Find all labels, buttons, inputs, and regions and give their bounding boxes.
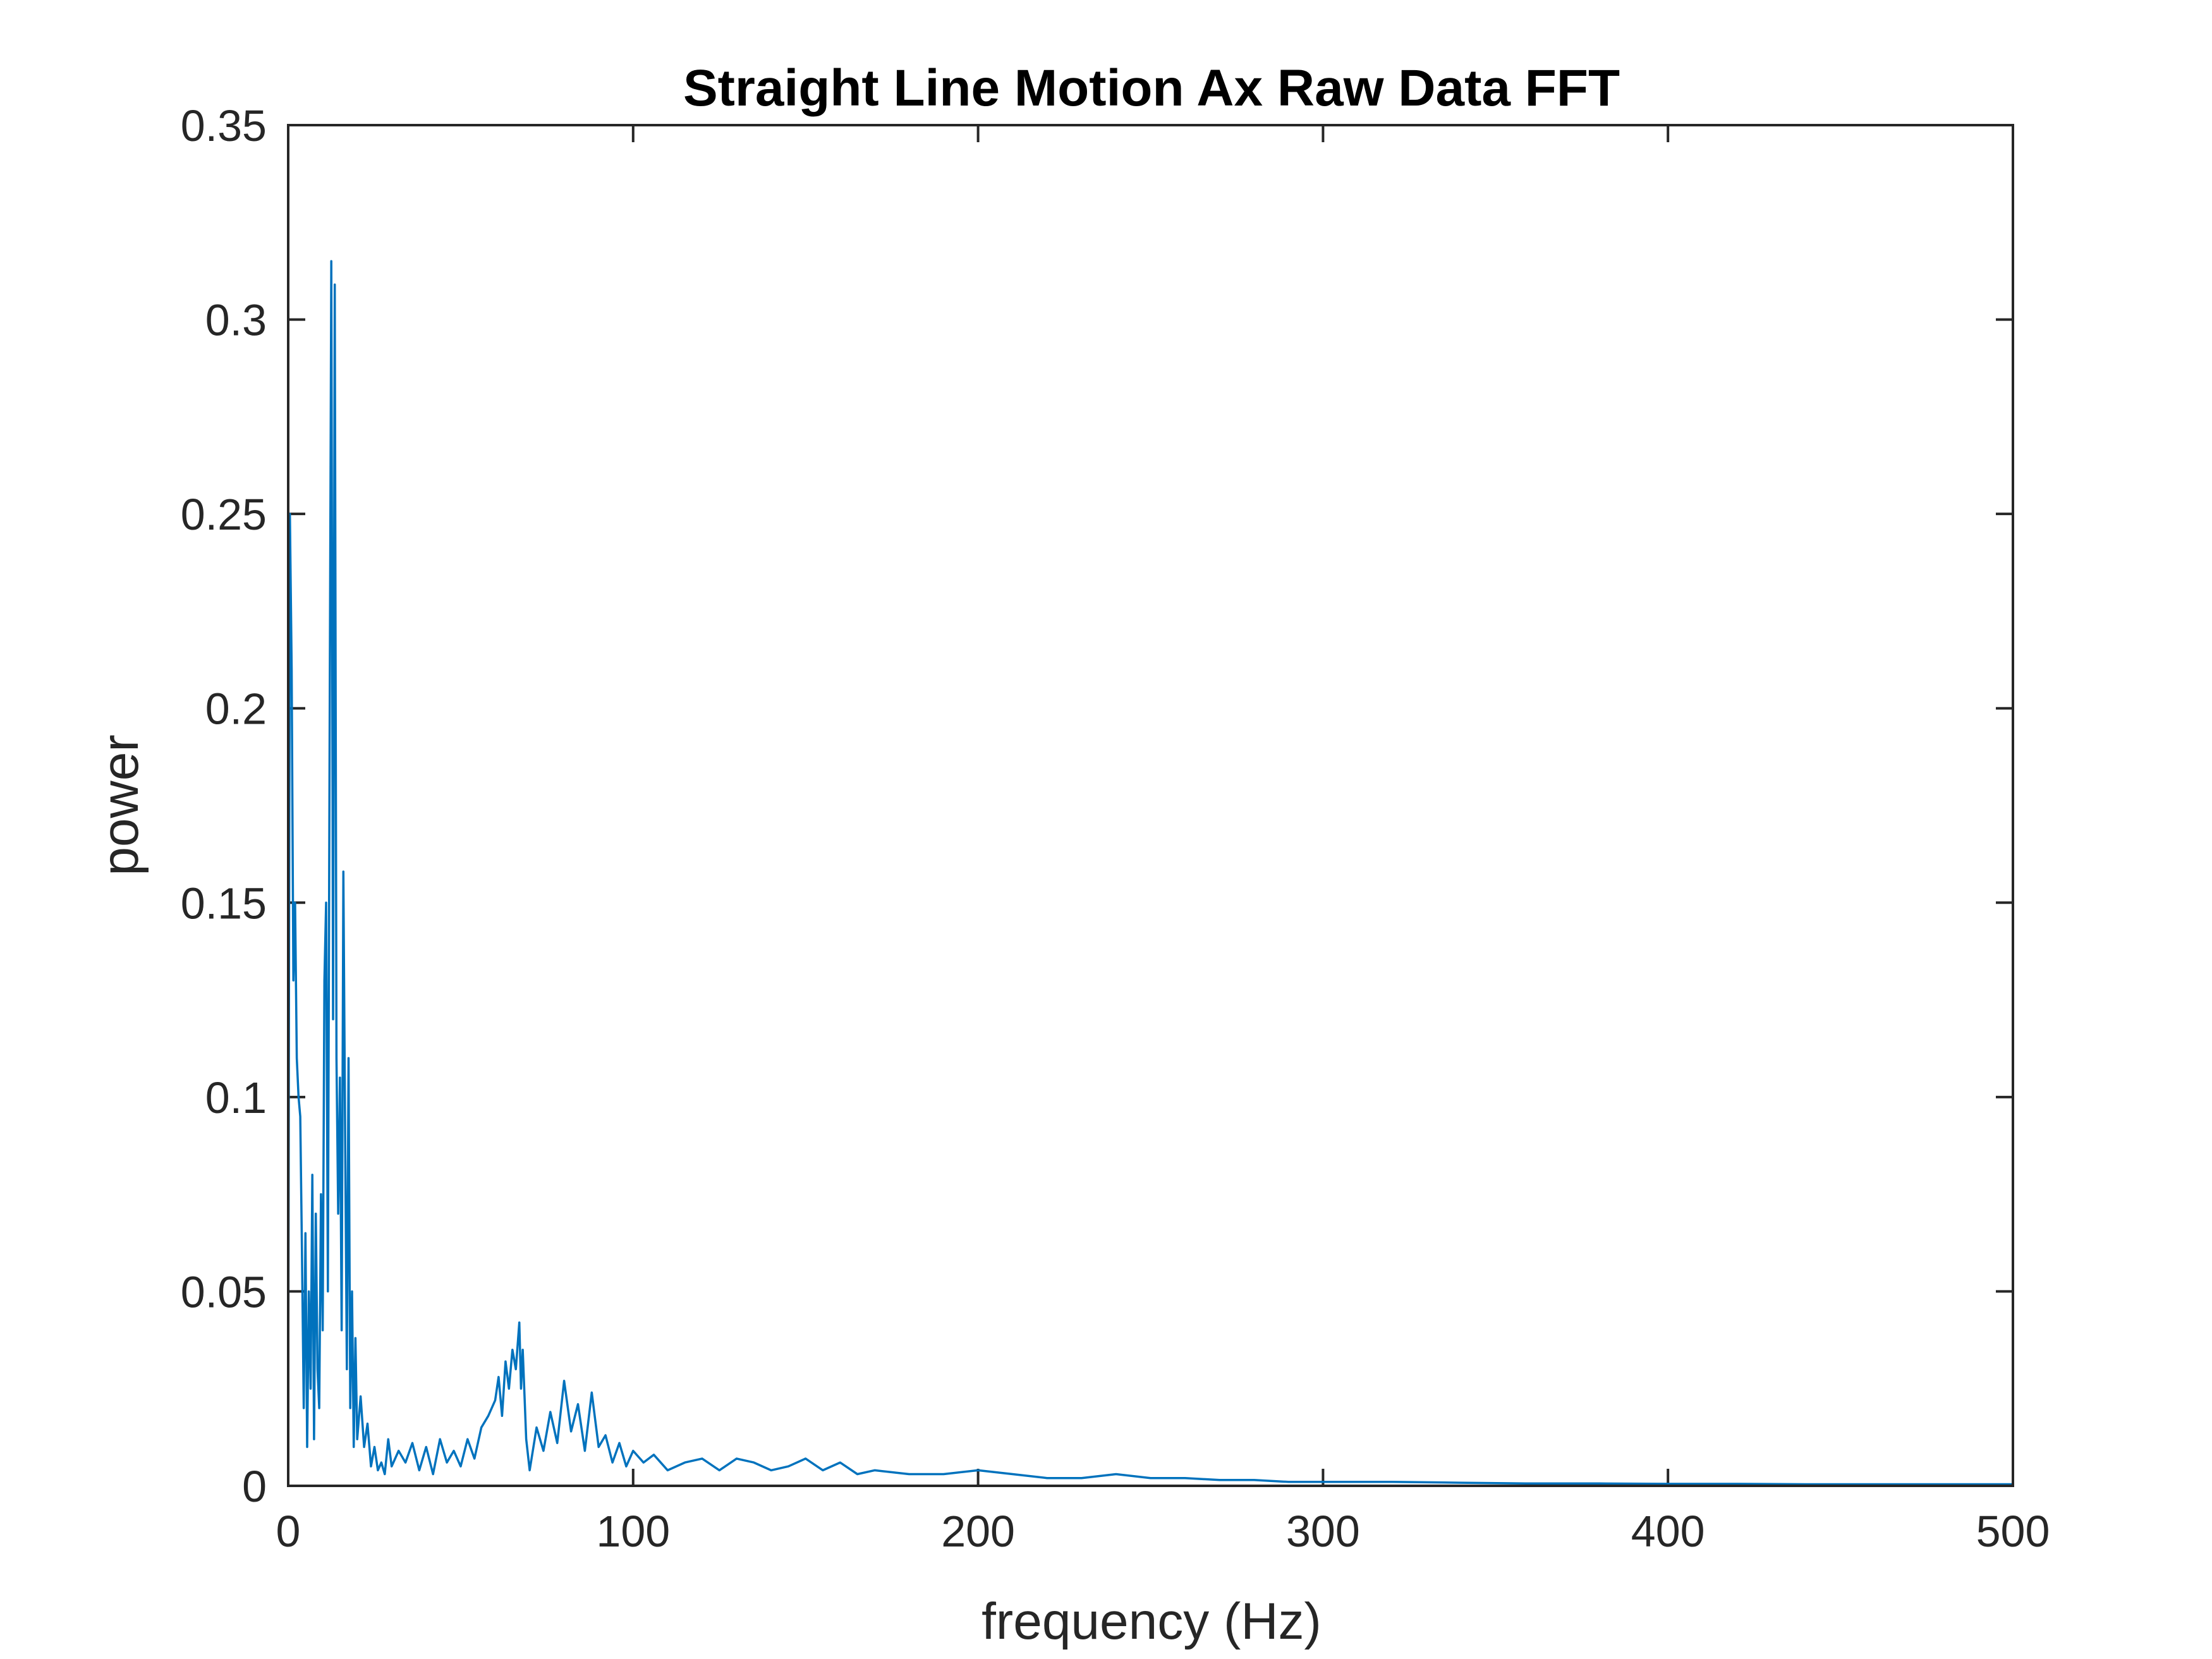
x-tick-label: 100 bbox=[596, 1507, 670, 1556]
series-line bbox=[287, 260, 2013, 1486]
x-tick-label: 200 bbox=[941, 1507, 1015, 1556]
x-tick-label: 400 bbox=[1631, 1507, 1705, 1556]
data-series bbox=[287, 260, 2013, 1486]
y-axis-label: power bbox=[92, 734, 149, 875]
y-axis-ticks: 0 0.05 0.1 0.15 0.2 0.25 0.3 0.35 bbox=[181, 101, 2013, 1511]
x-axis-label: frequency (Hz) bbox=[981, 1593, 1322, 1650]
y-tick-label: 0.05 bbox=[181, 1267, 267, 1316]
x-tick-label: 300 bbox=[1286, 1507, 1360, 1556]
y-tick-label: 0.35 bbox=[181, 101, 267, 150]
y-tick-label: 0.2 bbox=[205, 684, 267, 734]
y-tick-label: 0.3 bbox=[205, 296, 267, 345]
y-tick-label: 0.25 bbox=[181, 490, 267, 539]
y-tick-label: 0 bbox=[242, 1462, 267, 1511]
chart-title: Straight Line Motion Ax Raw Data FFT bbox=[683, 59, 1620, 117]
y-tick-label: 0.15 bbox=[181, 878, 267, 928]
plot-frame bbox=[287, 124, 2014, 1487]
x-tick-label: 0 bbox=[276, 1507, 301, 1556]
y-tick-label: 0.1 bbox=[205, 1073, 267, 1122]
x-tick-label: 500 bbox=[1976, 1507, 2050, 1556]
x-axis-ticks: 0 100 200 300 400 500 bbox=[276, 125, 2050, 1556]
